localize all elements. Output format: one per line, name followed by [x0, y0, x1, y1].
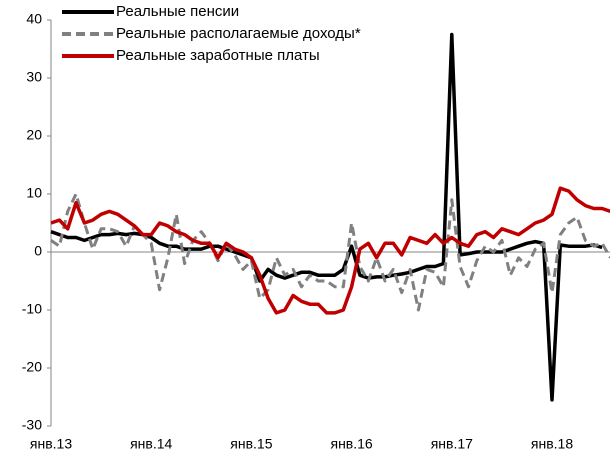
legend-label: Реальные пенсии	[116, 3, 239, 20]
legend-label: Реальные располагаемые доходы*	[116, 25, 361, 42]
y-tick-label: 30	[26, 69, 42, 85]
y-tick-label: -30	[22, 417, 42, 433]
x-tick-label: янв.13	[30, 436, 72, 452]
series-line	[50, 186, 610, 315]
y-tick-label: -10	[22, 301, 42, 317]
y-tick-label: 0	[34, 243, 42, 259]
y-tick-label: 40	[26, 11, 42, 27]
y-tick-label: -20	[22, 359, 42, 375]
x-tick-label: янв.16	[330, 436, 372, 452]
y-tick-label: 10	[26, 185, 42, 201]
series-line	[50, 32, 603, 402]
x-tick-label: янв.17	[431, 436, 473, 452]
legend: Реальные пенсии Реальные располагаемые до…	[62, 3, 361, 64]
legend-label: Реальные заработные платы	[116, 47, 320, 64]
x-tick-label: янв.14	[130, 436, 172, 452]
x-tick-label: янв.18	[531, 436, 573, 452]
y-tick-label: 20	[26, 127, 42, 143]
x-tick-label: янв.15	[230, 436, 272, 452]
